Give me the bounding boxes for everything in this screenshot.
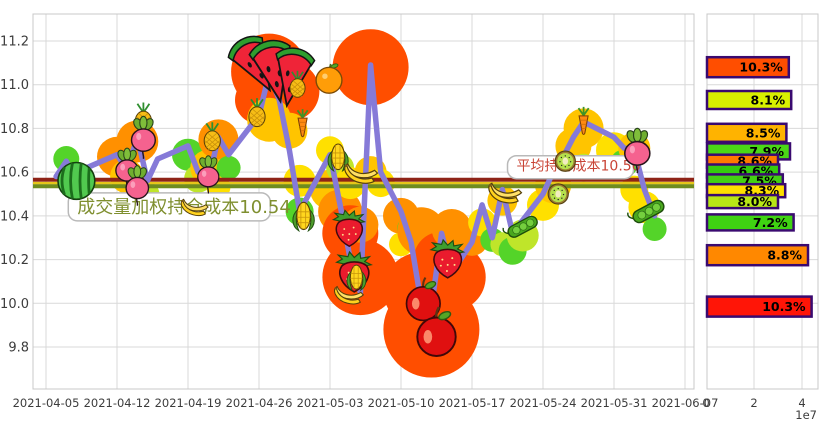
svg-text:2021-04-05: 2021-04-05 [13,396,80,410]
svg-text:11.0: 11.0 [0,78,29,93]
svg-text:2021-05-31: 2021-05-31 [581,396,648,410]
pineapple-icon [248,98,266,128]
svg-text:2021-05-10: 2021-05-10 [368,396,435,410]
chip-bar-pct: 8.5% [746,125,781,140]
chip-bar[interactable] [705,122,788,144]
svg-text:10.8: 10.8 [0,122,29,137]
banana-icon [488,182,523,204]
radish-icon [130,115,156,160]
corn-icon [327,143,349,173]
x-axis-exponent: 1e7 [795,408,817,422]
svg-text:2021-04-12: 2021-04-12 [84,396,151,410]
svg-text:4: 4 [798,396,805,410]
strawberry-icon [331,209,367,248]
svg-text:2021-05-03: 2021-05-03 [297,396,364,410]
svg-text:2: 2 [750,396,757,410]
chip-bar[interactable] [705,89,793,111]
svg-text:2021-04-19: 2021-04-19 [155,396,222,410]
chip-bar[interactable] [705,55,791,79]
chip-bars: 10.3%8.1%8.5%7.9%8.6%6.6%7.5%8.3%8.0%7.2… [705,55,813,318]
pineapple-icon [289,70,306,98]
svg-text:10.4: 10.4 [0,209,29,224]
fruit-markers [57,35,665,357]
svg-text:10.2: 10.2 [0,253,29,268]
svg-text:11.2: 11.2 [0,35,29,50]
banana-icon [180,198,209,216]
pea-icon [627,199,665,224]
orange-fruit-icon [315,63,343,94]
chip-bar[interactable] [705,295,813,318]
svg-text:平均持仓成本10.56: 平均持仓成本10.56 [517,159,641,175]
chip-bar[interactable] [705,193,780,210]
chip-bar-pct: 8.1% [751,93,786,108]
banana-icon [344,162,379,184]
vwap-cost-label: 成交量加权持仓成本10.54 [67,192,291,222]
kiwi-icon [547,183,569,205]
left-plot-border [32,13,695,390]
chip-bar-pct: 8.0% [737,194,772,209]
svg-text:2021-06-07: 2021-06-07 [652,396,719,410]
apple-icon [405,277,441,322]
chip-bar-pct: 10.3% [739,60,783,75]
radish-icon [623,127,651,174]
chip-bar[interactable] [705,243,810,267]
chip-bar-pct: 8.8% [767,248,802,263]
watermelon-slices-icon [227,35,316,109]
y-axis-ticks: 9.8 10.0 10.2 10.4 10.6 10.8 11.0 11.2 [0,35,29,356]
volume-bubble [642,217,667,241]
corn-icon [292,201,315,233]
corn-icon [346,264,367,292]
pea-icon [502,215,538,238]
chip-bar-pct: 10.3% [762,299,806,314]
radish-icon [125,165,150,206]
chip-bar[interactable] [705,213,795,232]
carrot-icon [577,106,590,136]
strawberry-icon [429,238,466,279]
svg-text:10.6: 10.6 [0,166,29,181]
apple-icon [416,306,457,357]
kiwi-icon [554,150,576,172]
svg-text:2021-05-24: 2021-05-24 [510,396,577,410]
svg-text:0: 0 [702,396,709,410]
banana-icon [333,285,365,305]
pineapple-icon [203,122,221,152]
svg-text:9.8: 9.8 [8,341,29,356]
svg-text:2021-04-26: 2021-04-26 [226,396,293,410]
chip-bar-pct: 7.2% [753,215,788,230]
svg-text:2021-05-17: 2021-05-17 [439,396,506,410]
watermelon-icon [57,161,96,201]
svg-text:10.0: 10.0 [0,297,29,312]
carrot-icon [296,109,309,138]
x-axis-ticks: 2021-04-05 2021-04-12 2021-04-19 2021-04-26… [13,396,817,422]
volume-bubble [216,155,241,180]
radish-icon [197,155,220,194]
